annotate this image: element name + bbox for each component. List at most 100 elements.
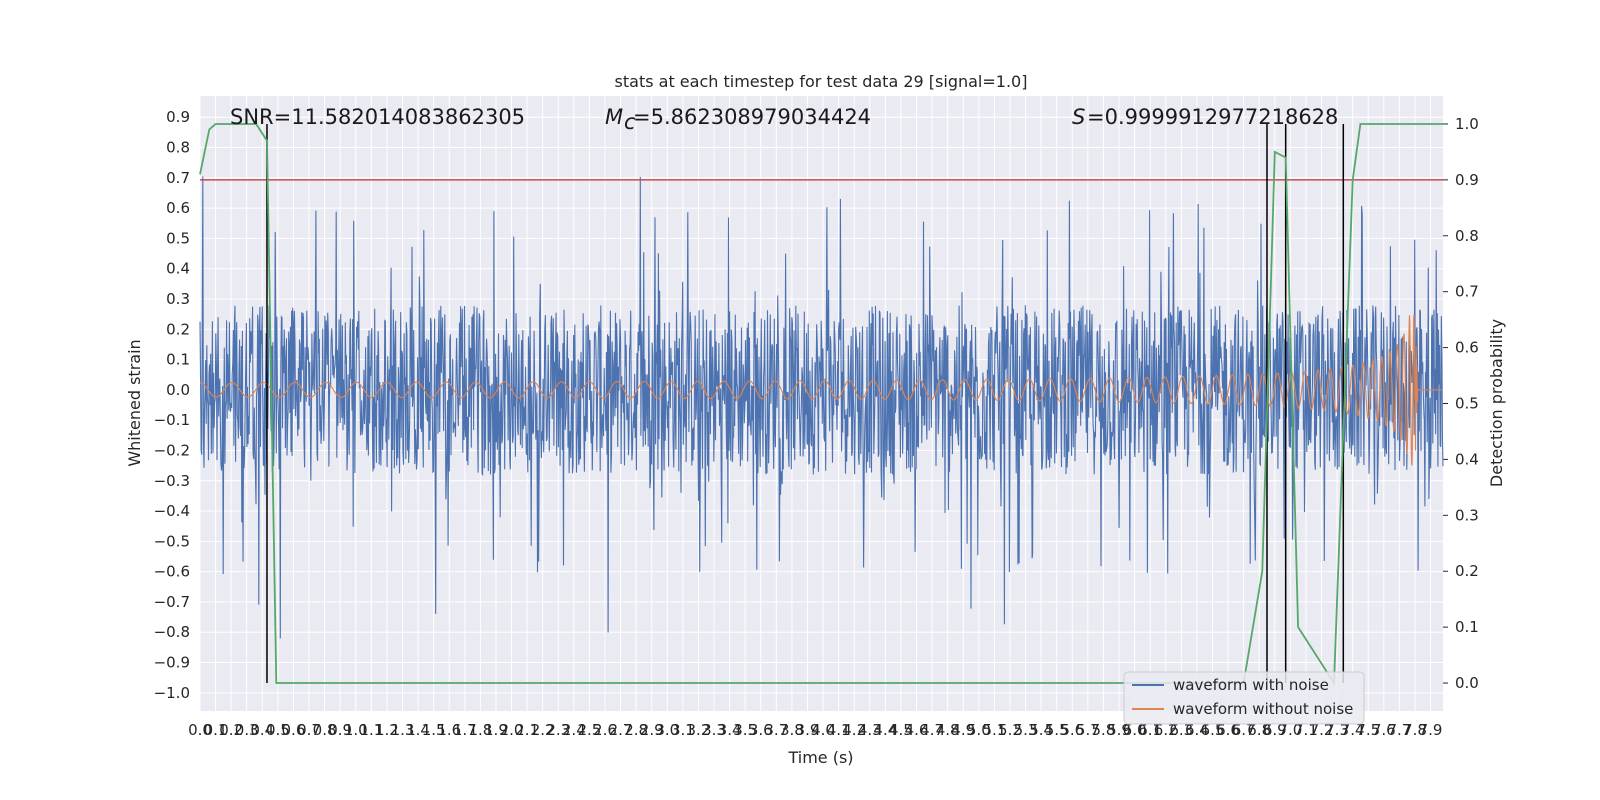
x-tick-label: 5.0 [967, 721, 991, 739]
x-axis-label: Time (s) [787, 748, 853, 767]
x-tick-label: 2.2 [531, 721, 555, 739]
y-right-tick-label: 0.7 [1455, 283, 1479, 301]
legend-box [1123, 671, 1365, 725]
x-tick-label: 0.3 [235, 721, 259, 739]
x-tick-label: 3.5 [733, 721, 757, 739]
x-tick-label: 0.8 [313, 721, 337, 739]
x-tick-label: 6.5 [1201, 721, 1225, 739]
x-tick-label: 7.4 [1341, 721, 1365, 739]
tick-labels: 0.00.10.20.30.40.50.60.70.80.91.01.11.21… [154, 108, 1479, 739]
y-right-tick-label: 0.6 [1455, 339, 1479, 357]
y-left-tick-label: 0.7 [166, 169, 190, 187]
y-left-tick-label: 0.2 [166, 320, 190, 338]
x-tick-label: 4.1 [827, 721, 851, 739]
legend: waveform with noise waveform without noi… [1123, 671, 1365, 725]
x-tick-label: 1.4 [406, 721, 430, 739]
x-tick-label: 5.8 [1092, 721, 1116, 739]
x-tick-label: 7.8 [1403, 721, 1427, 739]
x-tick-label: 7.9 [1419, 721, 1443, 739]
x-tick-label: 1.3 [391, 721, 415, 739]
y-right-tick-label: 0.2 [1455, 562, 1479, 580]
x-tick-label: 0.2 [219, 721, 243, 739]
x-tick-label: 7.2 [1310, 721, 1334, 739]
x-tick-label: 2.5 [577, 721, 601, 739]
x-tick-label: 7.7 [1387, 721, 1411, 739]
x-tick-label: 3.7 [764, 721, 788, 739]
x-tick-label: 5.4 [1029, 721, 1053, 739]
x-tick-label: 5.5 [1045, 721, 1069, 739]
x-tick-label: 1.5 [422, 721, 446, 739]
series-waveform-with-noise [199, 176, 1444, 639]
x-tick-label: 6.9 [1263, 721, 1287, 739]
x-tick-label: 2.8 [624, 721, 648, 739]
x-tick-label: 4.4 [873, 721, 897, 739]
x-tick-label: 6.6 [1216, 721, 1240, 739]
x-tick-label: 7.0 [1278, 721, 1302, 739]
x-tick-label: 1.7 [453, 721, 477, 739]
annotation-mc-subscript: c [624, 110, 636, 134]
x-tick-label: 1.6 [437, 721, 461, 739]
legend-label-clean: waveform without noise [1173, 700, 1353, 718]
y-left-tick-label: 0.4 [166, 260, 190, 278]
y-right-tick-label: 0.9 [1455, 171, 1479, 189]
x-tick-label: 4.0 [811, 721, 835, 739]
y-left-tick-label: −0.6 [154, 563, 190, 581]
y-left-tick-label: −0.3 [154, 472, 190, 490]
y-left-tick-label: 0.0 [166, 381, 190, 399]
y-right-tick-label: 1.0 [1455, 115, 1479, 133]
x-tick-label: 4.9 [951, 721, 975, 739]
x-tick-label: 0.7 [297, 721, 321, 739]
y-left-tick-label: −1.0 [154, 684, 190, 702]
y-left-tick-label: 0.3 [166, 290, 190, 308]
x-tick-label: 6.1 [1138, 721, 1162, 739]
y-right-tick-label: 0.1 [1455, 618, 1479, 636]
y-left-tick-label: 0.8 [166, 139, 190, 157]
x-tick-label: 0.9 [328, 721, 352, 739]
x-tick-label: 1.0 [344, 721, 368, 739]
y-axis-left-label: Whitened strain [125, 339, 144, 466]
y-right-tick-label: 0.5 [1455, 395, 1479, 413]
y-right-tick-label: 0.3 [1455, 506, 1479, 524]
x-tick-label: 4.7 [920, 721, 944, 739]
x-tick-label: 4.8 [936, 721, 960, 739]
x-tick-label: 3.9 [796, 721, 820, 739]
annotation-mc-symbol: M [605, 105, 623, 129]
x-tick-label: 5.1 [982, 721, 1006, 739]
line-waveform-with-noise [199, 176, 1444, 639]
annotation-s-value: =0.9999912977218628 [1087, 105, 1338, 129]
x-tick-label: 6.7 [1232, 721, 1256, 739]
y-axis-right-label: Detection probability [1487, 319, 1506, 487]
x-tick-label: 3.1 [671, 721, 695, 739]
line-waveform-without-noise [200, 314, 1443, 466]
x-tick-label: 6.2 [1154, 721, 1178, 739]
annotation-snr: SNR=11.582014083862305 [230, 105, 525, 129]
x-tick-label: 3.6 [749, 721, 773, 739]
x-tick-label: 4.6 [905, 721, 929, 739]
x-tick-label: 2.7 [609, 721, 633, 739]
x-tick-label: 5.3 [1014, 721, 1038, 739]
x-tick-label: 5.9 [1107, 721, 1131, 739]
x-tick-label: 6.8 [1247, 721, 1271, 739]
x-tick-label: 2.0 [500, 721, 524, 739]
series-waveform-without-noise [200, 314, 1443, 466]
x-tick-label: 1.8 [468, 721, 492, 739]
x-tick-label: 6.4 [1185, 721, 1209, 739]
x-tick-label: 3.2 [687, 721, 711, 739]
x-tick-label: 5.7 [1076, 721, 1100, 739]
y-left-tick-label: 0.1 [166, 351, 190, 369]
y-right-tick-label: 0.4 [1455, 450, 1479, 468]
x-tick-label: 3.0 [655, 721, 679, 739]
annotation-s-symbol: S [1072, 105, 1085, 129]
x-tick-label: 6.0 [1123, 721, 1147, 739]
x-tick-label: 2.6 [593, 721, 617, 739]
x-tick-label: 7.1 [1294, 721, 1318, 739]
y-left-tick-label: −0.2 [154, 441, 190, 459]
y-left-tick-label: −0.7 [154, 593, 190, 611]
y-left-tick-label: 0.5 [166, 229, 190, 247]
x-tick-label: 7.5 [1356, 721, 1380, 739]
x-tick-label: 0.1 [204, 721, 228, 739]
x-tick-label: 0.0 [188, 721, 212, 739]
x-tick-label: 7.3 [1325, 721, 1349, 739]
x-tick-label: 3.8 [780, 721, 804, 739]
